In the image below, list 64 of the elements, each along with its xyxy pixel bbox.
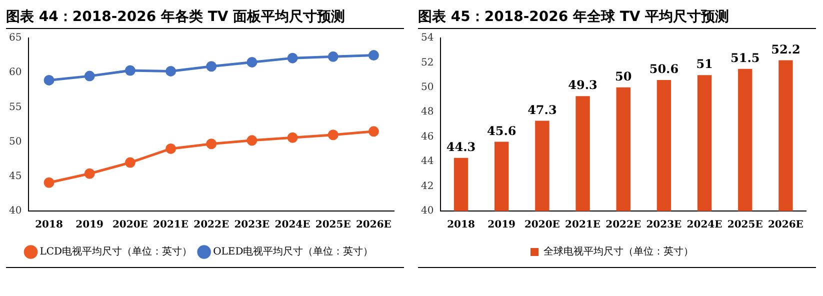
x-tick-label: 2026E (768, 220, 804, 231)
x-tick-label: 2019 (488, 220, 516, 231)
y-tick-label: 40 (8, 206, 22, 217)
point (124, 157, 136, 168)
x-tick-label: 2018 (35, 220, 63, 231)
chart-title: 图表 44：2018-2026 年各类 TV 面板平均尺寸预测 (6, 6, 404, 29)
data-label: 44.3 (446, 140, 476, 154)
y-tick-label: 52 (420, 57, 434, 68)
x-tick-label: 2023E (234, 220, 270, 231)
legend-label: 全球电视平均尺寸（单位：英寸） (544, 246, 694, 258)
x-tick-label: 2024E (686, 220, 723, 231)
y-tick-label: 50 (420, 82, 434, 94)
legend-label: LCD电视平均尺寸（单位：英寸） (40, 246, 192, 258)
point (246, 56, 258, 68)
x-tick-label: 2019 (76, 220, 104, 231)
y-tick-label: 44 (420, 156, 434, 168)
data-label: 52.2 (771, 42, 800, 56)
x-tick-label: 2022E (606, 220, 642, 231)
x-tick-label: 2024E (274, 220, 311, 231)
y-tick-label: 48 (420, 106, 434, 118)
data-label: 51 (696, 57, 713, 72)
y-tick-label: 65 (8, 32, 22, 44)
y-tick-label: 55 (8, 102, 22, 113)
y-tick-label: 40 (420, 206, 434, 217)
x-tick-label: 2026E (356, 220, 392, 231)
point (206, 138, 217, 150)
x-tick-label: 2022E (194, 220, 230, 231)
x-tick-label: 2018 (447, 220, 475, 231)
x-tick-label: 2021E (153, 220, 189, 231)
x-tick-label: 2025E (727, 220, 764, 231)
data-label: 45.6 (486, 124, 516, 138)
point (246, 135, 258, 146)
chart-title: 图表 45：2018-2026 年全球 TV 平均尺寸预测 (418, 6, 816, 29)
x-tick-label: 2025E (315, 220, 352, 231)
x-tick-label: 2020E (112, 220, 148, 231)
point (166, 143, 176, 154)
point (287, 132, 298, 143)
x-tick-label: 2023E (646, 220, 682, 231)
point (368, 50, 379, 61)
point (166, 66, 176, 76)
data-label: 51.5 (730, 51, 760, 66)
point (328, 130, 338, 140)
point (84, 168, 95, 179)
point (84, 70, 95, 82)
y-tick-label: 46 (420, 131, 434, 142)
point (368, 126, 379, 137)
y-tick-label: 50 (8, 136, 22, 148)
y-tick-label: 60 (8, 67, 22, 78)
legend-label: OLED电视平均尺寸（单位：英寸） (213, 246, 374, 258)
y-tick-label: 45 (8, 170, 22, 182)
point (44, 177, 54, 188)
point (44, 74, 54, 86)
x-tick-label: 2021E (565, 220, 601, 231)
data-label: 47.3 (528, 102, 557, 117)
point (287, 52, 298, 64)
data-label: 50 (615, 70, 632, 84)
y-tick-label: 42 (420, 180, 434, 192)
data-label: 50.6 (649, 62, 679, 76)
point (124, 65, 136, 76)
x-tick-label: 2020E (524, 220, 560, 231)
point (206, 61, 217, 72)
data-label: 49.3 (568, 78, 598, 92)
point (328, 51, 338, 62)
y-tick-label: 54 (420, 32, 434, 44)
